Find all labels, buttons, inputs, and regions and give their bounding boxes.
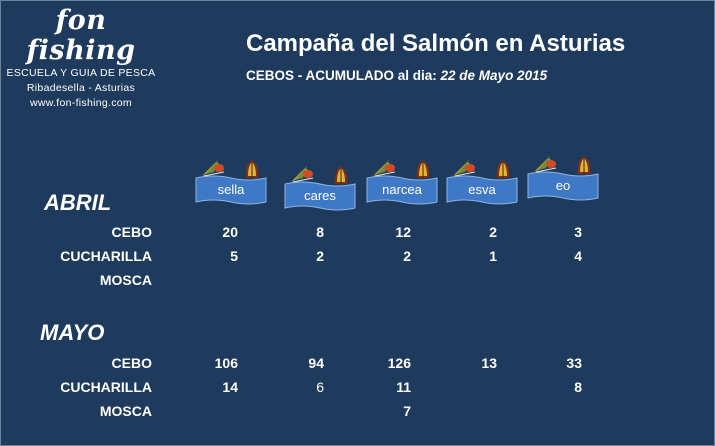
river-name: cares <box>304 188 336 203</box>
river-name: sella <box>217 182 245 197</box>
month-label-abril: ABRIL <box>44 190 112 215</box>
table-cell: 8 <box>316 224 324 240</box>
month-label-mayo: MAYO <box>40 320 105 345</box>
table-cell: 94 <box>308 355 324 371</box>
table-cell: 2 <box>489 224 497 240</box>
table-cell: 12 <box>395 224 411 240</box>
table-cell: 106 <box>214 355 238 371</box>
logo-website: www.fon-fishing.com <box>30 97 132 109</box>
row-label-mosca: MOSCA <box>99 272 152 288</box>
table-cell: 126 <box>387 355 411 371</box>
row-label-cucharilla: CUCHARILLA <box>60 379 152 395</box>
table-cell: 33 <box>566 355 582 371</box>
river-header-cares: cares <box>283 162 357 212</box>
table-cell: 8 <box>574 379 582 395</box>
row-label-mosca: MOSCA <box>99 403 152 419</box>
fly-icon <box>527 156 599 201</box>
row-label-cebo: CEBO <box>111 355 152 371</box>
row-label-cucharilla: CUCHARILLA <box>60 248 152 264</box>
table-cell: 20 <box>222 224 238 240</box>
subtitle-date: 22 de Mayo 2015 <box>440 68 548 83</box>
river-header-narcea: narcea <box>365 156 439 206</box>
table-cell: 7 <box>403 403 411 419</box>
fly-icon <box>195 160 267 205</box>
river-header-esva: esva <box>445 156 519 206</box>
logo-brand: fon fishing <box>26 5 136 66</box>
table-cell: 5 <box>230 248 238 264</box>
river-name: narcea <box>382 182 422 197</box>
river-name: esva <box>468 182 496 197</box>
logo-location: Ribadesella - Asturias <box>26 82 136 94</box>
page-subtitle: CEBOS - ACUMULADO al dia: 22 de Mayo 201… <box>246 68 547 83</box>
fly-icon <box>446 160 518 205</box>
row-label-cebo: CEBO <box>111 224 152 240</box>
river-name: eo <box>555 178 571 193</box>
table-cell: 3 <box>574 224 582 240</box>
river-header-sella: sella <box>194 156 268 206</box>
fly-icon <box>366 160 438 205</box>
logo-tagline: ESCUELA Y GUIA DE PESCA <box>6 67 156 79</box>
table-cell: 14 <box>222 379 238 395</box>
river-header-eo: eo <box>526 152 600 202</box>
table-cell: 2 <box>316 248 324 264</box>
page-title: Campaña del Salmón en Asturias <box>246 30 626 57</box>
table-cell: 11 <box>396 379 411 395</box>
table-cell: 6 <box>316 379 324 395</box>
table-cell: 4 <box>574 248 582 264</box>
table-cell: 1 <box>489 248 497 264</box>
logo: fon fishing ESCUELA Y GUIA DE PESCA Riba… <box>6 6 156 111</box>
table-cell: 13 <box>481 355 497 371</box>
fly-icon <box>284 166 356 211</box>
subtitle-prefix: CEBOS - ACUMULADO al dia: <box>246 68 437 83</box>
table-cell: 2 <box>403 248 411 264</box>
